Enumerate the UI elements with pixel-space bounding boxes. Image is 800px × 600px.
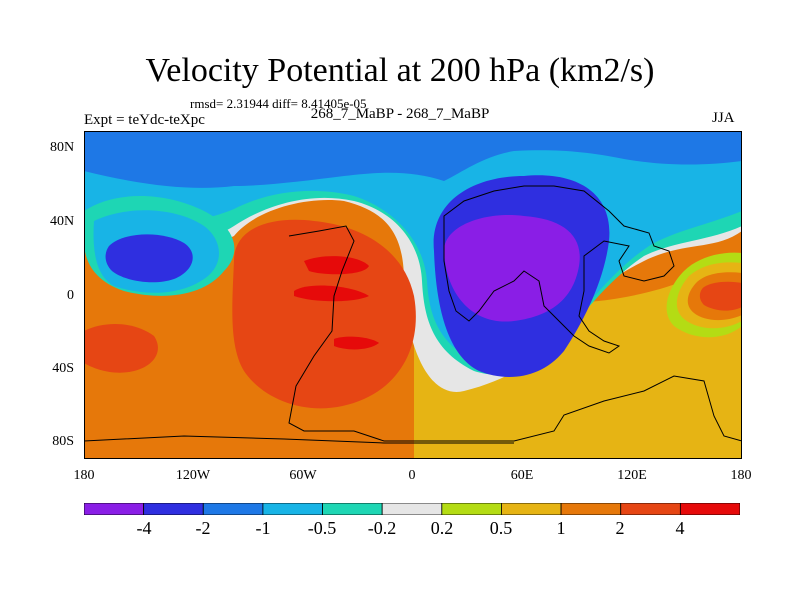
experiment-label: Expt = teYdc-teXpc [84, 112, 205, 128]
x-tick-60e: 60E [510, 468, 534, 483]
colorbar-swatch [620, 503, 681, 515]
y-tick-40n: 40N [50, 214, 75, 229]
colorbar-label: -0.2 [367, 518, 397, 538]
stats-label: rmsd= 2.31944 diff= 8.41405e-05 [190, 96, 367, 111]
colorbar-swatch [381, 503, 443, 515]
colorbar-swatch [679, 503, 740, 515]
colorbar-label: 0.2 [430, 518, 454, 538]
field-sw-pos-4 [84, 324, 158, 373]
colorbar-swatch [441, 503, 502, 515]
colorbar-label: -2 [195, 518, 211, 538]
colorbar-swatch [560, 503, 622, 515]
colorbar-label: 2 [615, 518, 625, 538]
field-central-pos-high-1 [304, 256, 369, 275]
colorbar-label: -4 [136, 518, 152, 538]
field-west-neg-2 [105, 234, 193, 283]
colorbar-label: -0.5 [307, 518, 337, 538]
colorbar-swatch [501, 503, 562, 515]
colorbar-label: 1 [556, 518, 566, 538]
x-tick-180-left: 180 [73, 468, 95, 483]
field-negative-1 [84, 131, 742, 188]
field-negative-4 [444, 215, 580, 322]
field-central-pos-4 [232, 219, 416, 409]
x-tick-120w: 120W [175, 468, 211, 483]
x-tick-180-right: 180 [730, 468, 752, 483]
colorbar-swatch [262, 503, 323, 515]
colorbar-swatch [143, 503, 204, 515]
x-tick-60w: 60W [289, 468, 317, 483]
colorbar-swatch [84, 503, 145, 515]
season-label: JJA [712, 110, 735, 126]
colorbar [84, 503, 740, 515]
colorbar-label: -1 [255, 518, 271, 538]
colorbar-label: 0.5 [489, 518, 513, 538]
y-tick-80s: 80S [52, 434, 74, 449]
y-tick-80n: 80N [50, 140, 75, 155]
colorbar-swatch [322, 503, 383, 515]
colorbar-label: 4 [675, 518, 685, 538]
x-tick-120e: 120E [617, 468, 647, 483]
colorbar-swatch [202, 503, 264, 515]
field-central-pos-high-2 [294, 285, 369, 302]
field-central-pos-high-3 [334, 336, 379, 350]
map-plot [84, 131, 742, 459]
y-tick-40s: 40S [52, 361, 74, 376]
y-tick-0: 0 [67, 288, 74, 303]
coastline [84, 185, 742, 444]
field-east-pos-4 [699, 281, 742, 311]
map-title: Velocity Potential at 200 hPa (km2/s) [145, 52, 655, 89]
x-tick-0: 0 [408, 468, 416, 483]
comparison-label: 268_7_MaBP - 268_7_MaBP [310, 106, 490, 122]
